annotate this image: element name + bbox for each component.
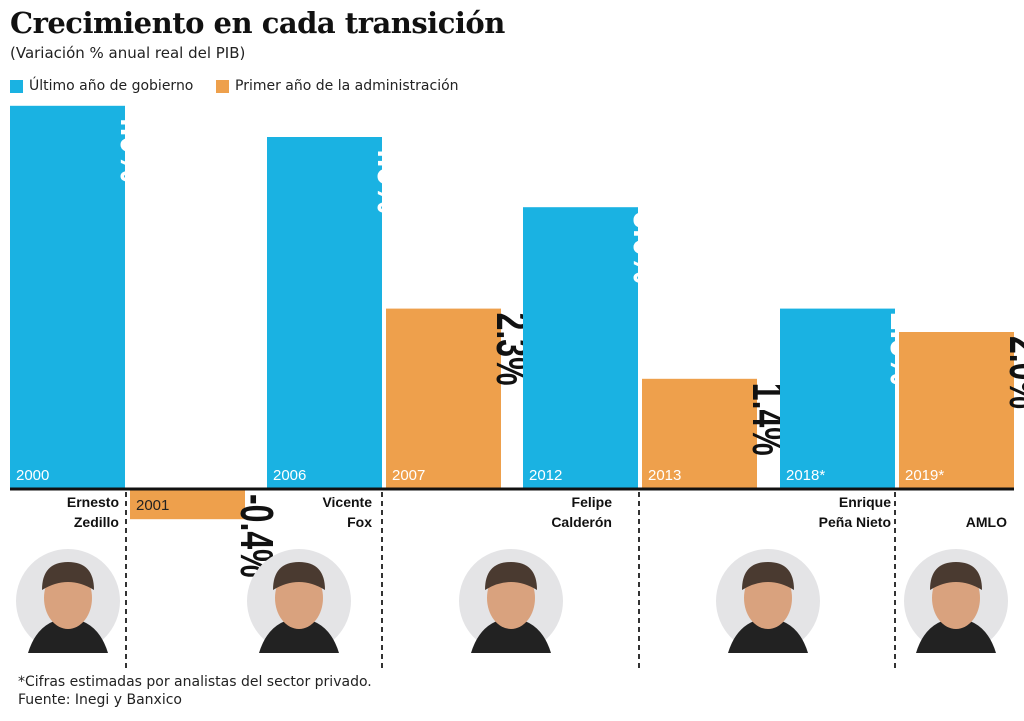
year-label: 2019* bbox=[905, 467, 944, 484]
value-label: 2.0% bbox=[1000, 336, 1024, 409]
president-4: AMLO bbox=[904, 514, 1008, 653]
president-0: Ernesto Zedillo bbox=[16, 494, 120, 653]
legend-item-first-year: Primer año de la administración bbox=[216, 78, 459, 94]
president-name: Enrique bbox=[839, 494, 891, 510]
president-1: Vicente Fox bbox=[247, 494, 372, 653]
bar-2000 bbox=[10, 105, 125, 489]
value-label: 3.6% bbox=[624, 211, 675, 284]
year-label: 2018* bbox=[786, 467, 825, 484]
bar-2001 bbox=[130, 488, 245, 520]
portrait-icon bbox=[904, 549, 1008, 653]
legend-swatch-orange bbox=[216, 79, 229, 93]
year-label: 2001 bbox=[136, 497, 169, 514]
source: Fuente: Inegi y Banxico bbox=[18, 692, 182, 708]
bar-2019 bbox=[899, 332, 1014, 488]
bar-2012 bbox=[523, 207, 638, 488]
president-name: Ernesto bbox=[67, 494, 119, 510]
president-2: Felipe Calderón bbox=[459, 494, 612, 653]
year-label: 2012 bbox=[529, 467, 562, 484]
president-name: Zedillo bbox=[74, 514, 119, 530]
portrait-icon bbox=[716, 549, 820, 653]
bar-2013 bbox=[642, 378, 757, 488]
legend-swatch-blue bbox=[10, 79, 23, 93]
portrait-icon bbox=[16, 549, 120, 653]
president-name: AMLO bbox=[966, 514, 1007, 530]
footnote: *Cifras estimadas por analistas del sect… bbox=[18, 674, 372, 690]
legend-item-last-year: Último año de gobierno bbox=[10, 78, 193, 94]
year-label: 2000 bbox=[16, 467, 49, 484]
president-name: Calderón bbox=[551, 514, 612, 530]
chart-subtitle: (Variación % anual real del PIB) bbox=[10, 44, 246, 62]
portrait-icon bbox=[247, 549, 351, 653]
bar-2006 bbox=[267, 137, 382, 488]
portrait-icon bbox=[459, 549, 563, 653]
legend-label: Último año de gobierno bbox=[29, 78, 194, 94]
year-label: 2007 bbox=[392, 467, 425, 484]
chart-title: Crecimiento en cada transición bbox=[10, 6, 505, 40]
president-name: Vicente bbox=[322, 494, 372, 510]
legend-label: Primer año de la administración bbox=[235, 78, 459, 94]
year-label: 2006 bbox=[273, 467, 306, 484]
president-name: Fox bbox=[347, 514, 372, 530]
value-label: 4.5% bbox=[368, 141, 419, 214]
bar-2018 bbox=[780, 308, 895, 488]
president-name: Peña Nieto bbox=[819, 514, 891, 530]
president-3: Enrique Peña Nieto bbox=[716, 494, 891, 653]
bar-2007 bbox=[386, 308, 501, 488]
year-label: 2013 bbox=[648, 467, 681, 484]
value-label: 4.9% bbox=[111, 110, 162, 183]
president-name: Felipe bbox=[572, 494, 613, 510]
